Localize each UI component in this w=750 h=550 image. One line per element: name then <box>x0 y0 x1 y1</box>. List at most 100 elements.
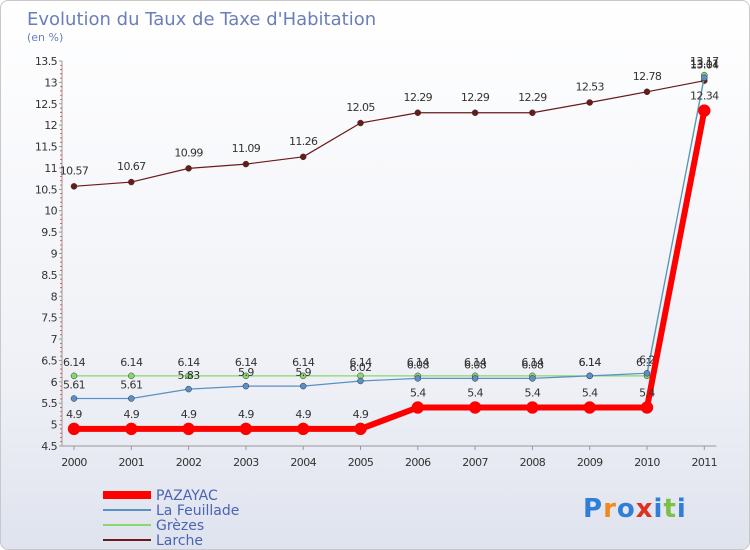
data-label: 12.29 <box>404 91 433 104</box>
logo-letter: P <box>583 494 603 524</box>
data-label: 10.57 <box>60 164 89 177</box>
data-point <box>128 178 135 186</box>
data-label: 6.02 <box>349 361 371 374</box>
data-label: 4.9 <box>353 408 369 421</box>
data-point <box>471 109 479 117</box>
data-label: 12.53 <box>575 80 604 93</box>
data-label: 6.14 <box>407 356 430 369</box>
data-label: 4.9 <box>238 408 254 421</box>
data-point <box>70 183 78 190</box>
data-point <box>128 395 135 402</box>
data-point <box>586 372 593 380</box>
legend-label: Larche <box>156 533 203 549</box>
data-point <box>185 165 192 172</box>
data-label: 5.61 <box>63 379 85 392</box>
data-label: 10.99 <box>174 146 203 159</box>
data-point <box>529 375 536 382</box>
series-line <box>74 110 708 432</box>
data-label: 6.14 <box>349 356 372 369</box>
series-layer: 10.57 10.67 10.99 11.09 11.26 12.05 12.29 12.29… <box>60 55 720 436</box>
x-tick-label: 2001 <box>118 456 144 469</box>
data-label: 12.78 <box>633 70 662 83</box>
data-label: 5.4 <box>410 387 426 400</box>
y-tick-label: 5.5 <box>41 397 57 410</box>
data-label: 6.14 <box>521 356 544 369</box>
x-tick-label: 2003 <box>233 456 259 469</box>
data-label: 5.4 <box>582 387 598 400</box>
x-tick-label: 2002 <box>176 456 202 469</box>
y-tick-label: 6 <box>51 376 58 389</box>
data-point <box>701 74 708 81</box>
data-point <box>67 422 81 436</box>
data-point <box>698 104 711 117</box>
data-point <box>128 372 135 380</box>
logo-letter: i <box>654 494 664 524</box>
data-point <box>185 372 192 380</box>
y-tick-label: 4.5 <box>41 440 57 453</box>
data-label: 4.9 <box>181 408 197 421</box>
x-tick-label: 2006 <box>405 456 431 469</box>
data-point <box>411 401 425 414</box>
data-point <box>299 382 307 390</box>
x-tick-label: 2004 <box>290 456 316 469</box>
data-label: 10.67 <box>117 160 146 173</box>
x-tick-label: 2010 <box>634 456 660 469</box>
logo-letter: i <box>677 494 687 524</box>
y-tick-label: 5 <box>51 419 58 432</box>
data-label: 6.14 <box>178 356 201 369</box>
data-point <box>242 382 250 390</box>
data-point <box>125 422 138 436</box>
data-point <box>471 375 479 382</box>
data-label: 12.34 <box>690 90 719 103</box>
data-label: 5.4 <box>525 387 541 400</box>
data-label: 12.29 <box>461 91 490 104</box>
data-label: 6.14 <box>120 356 143 369</box>
data-label: 6.08 <box>464 358 487 371</box>
y-tick-label: 6.5 <box>41 354 57 367</box>
data-point <box>354 422 367 436</box>
logo-letter: t <box>663 494 676 524</box>
y-tick-label: 11 <box>44 162 57 175</box>
data-label: 6.14 <box>63 356 86 369</box>
data-point <box>185 385 192 393</box>
data-point <box>70 395 78 402</box>
data-label: 6.14 <box>579 356 602 369</box>
data-point <box>70 372 78 380</box>
data-label: 6.08 <box>407 358 430 371</box>
data-point <box>242 160 250 168</box>
x-tick-label: 2000 <box>61 456 87 469</box>
data-point <box>299 153 307 161</box>
x-tick-label: 2011 <box>691 456 717 469</box>
x-tick-label: 2005 <box>348 456 374 469</box>
data-label: 6.08 <box>521 358 544 371</box>
data-point <box>296 422 310 436</box>
data-label: 5.61 <box>120 379 142 392</box>
series-larche: 10.57 10.67 10.99 11.09 11.26 12.05 12.29 12.29… <box>60 59 720 190</box>
y-tick-label: 12 <box>44 119 57 132</box>
data-label: 12.05 <box>346 101 375 114</box>
legend-label: Grèzes <box>156 518 204 534</box>
y-tick-label: 9.5 <box>41 226 57 239</box>
data-point <box>643 88 651 96</box>
data-label: 11.26 <box>289 135 318 148</box>
data-point <box>414 375 422 382</box>
y-tick-label: 12.5 <box>35 98 58 111</box>
data-label: 4.9 <box>295 408 311 421</box>
y-tick-label: 7 <box>51 333 58 346</box>
data-label: 5.9 <box>295 366 311 379</box>
y-tick-label: 7.5 <box>41 312 57 325</box>
data-label: 5.4 <box>639 387 655 400</box>
data-label: 4.9 <box>66 408 82 421</box>
data-label: 6.14 <box>235 356 258 369</box>
data-point <box>643 370 651 377</box>
data-label: 5.83 <box>178 369 201 382</box>
series-line <box>74 75 705 377</box>
logo-letter: o <box>617 494 636 524</box>
logo-letter: r <box>603 494 617 524</box>
data-point <box>239 422 253 436</box>
data-label: 12.29 <box>518 91 547 104</box>
data-point <box>357 119 364 127</box>
x-tick-label: 2008 <box>520 456 546 469</box>
